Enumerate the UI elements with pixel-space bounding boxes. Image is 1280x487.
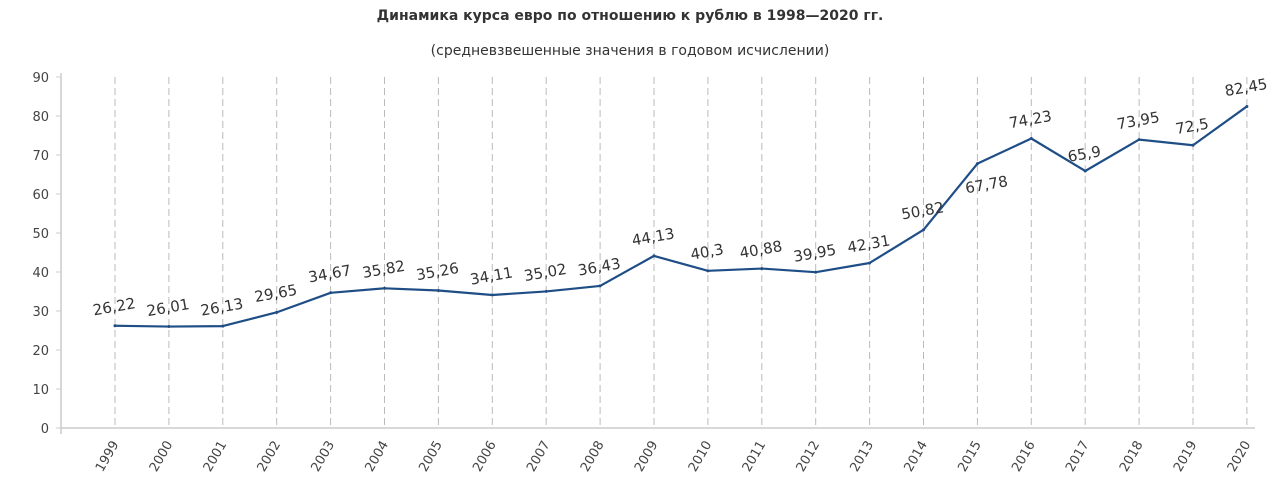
y-tick-label: 70 bbox=[32, 149, 49, 164]
data-point bbox=[1137, 138, 1141, 142]
data-label: 39,95 bbox=[792, 241, 837, 266]
data-point bbox=[652, 254, 656, 258]
data-point bbox=[975, 162, 979, 166]
y-tick-label: 40 bbox=[32, 266, 49, 281]
x-tick-label: 2010 bbox=[686, 439, 716, 475]
series-line bbox=[114, 105, 1248, 328]
x-tick-label: 2001 bbox=[201, 439, 231, 475]
x-tick-label: 2009 bbox=[632, 439, 662, 475]
x-tick-label: 2007 bbox=[524, 439, 554, 475]
data-label: 73,95 bbox=[1116, 108, 1161, 133]
data-point bbox=[922, 228, 925, 232]
y-tick-label: 90 bbox=[32, 71, 49, 86]
y-tick-label: 50 bbox=[32, 227, 49, 242]
data-label: 29,65 bbox=[253, 281, 298, 306]
chart-subtitle: (средневзвешенные значения в годовом исч… bbox=[431, 43, 830, 59]
data-point bbox=[275, 310, 279, 314]
data-label: 67,78 bbox=[964, 172, 1009, 197]
x-tick-label: 2020 bbox=[1225, 439, 1255, 475]
x-tick-label: 2018 bbox=[1117, 439, 1147, 475]
data-label: 82,45 bbox=[1223, 75, 1268, 100]
x-tick-label: 2015 bbox=[955, 439, 985, 475]
data-point bbox=[760, 267, 764, 271]
data-label: 36,43 bbox=[577, 254, 622, 279]
data-point bbox=[221, 324, 225, 328]
data-label: 26,13 bbox=[199, 295, 244, 320]
data-point bbox=[598, 284, 602, 288]
data-point bbox=[706, 269, 710, 273]
data-label: 40,3 bbox=[689, 240, 725, 264]
y-tick-label: 80 bbox=[32, 110, 49, 125]
data-point bbox=[167, 325, 171, 329]
data-point bbox=[868, 261, 872, 265]
data-label: 34,11 bbox=[469, 263, 514, 288]
x-tick-label: 2004 bbox=[362, 439, 392, 475]
y-tick-label: 60 bbox=[32, 188, 49, 203]
y-tick-label: 0 bbox=[41, 422, 49, 437]
data-label: 44,13 bbox=[630, 224, 675, 249]
x-tick-label: 2014 bbox=[901, 439, 931, 475]
x-tick-label: 2011 bbox=[740, 439, 770, 475]
x-tick-label: 2017 bbox=[1063, 439, 1093, 475]
data-label: 40,88 bbox=[738, 237, 783, 262]
x-tick-label: 2002 bbox=[255, 439, 285, 475]
x-tick-label: 2013 bbox=[848, 439, 878, 475]
data-point bbox=[544, 289, 548, 293]
data-label: 26,22 bbox=[91, 294, 136, 319]
data-point bbox=[329, 291, 333, 295]
x-tick-label: 2019 bbox=[1171, 439, 1201, 475]
data-label: 26,01 bbox=[145, 295, 190, 320]
data-label: 34,67 bbox=[307, 261, 352, 286]
data-point bbox=[490, 293, 494, 297]
data-point bbox=[1029, 137, 1033, 141]
data-point bbox=[814, 270, 818, 274]
data-point bbox=[383, 286, 386, 290]
data-point bbox=[1191, 143, 1195, 147]
data-label: 35,02 bbox=[523, 260, 568, 285]
y-tick-label: 30 bbox=[32, 305, 49, 320]
data-label: 35,82 bbox=[361, 257, 406, 282]
data-label: 74,23 bbox=[1008, 107, 1053, 132]
data-point bbox=[113, 324, 117, 328]
y-tick-label: 10 bbox=[32, 383, 49, 398]
x-tick-label: 2016 bbox=[1009, 439, 1039, 475]
x-tick-label: 2012 bbox=[794, 439, 824, 475]
data-label: 72,5 bbox=[1174, 115, 1210, 139]
data-label: 35,26 bbox=[415, 259, 460, 284]
data-point bbox=[1083, 169, 1087, 173]
x-tick-label: 2006 bbox=[470, 439, 500, 475]
x-tick-label: 2000 bbox=[147, 439, 177, 475]
x-tick-label: 2005 bbox=[416, 439, 446, 475]
data-point bbox=[1245, 104, 1249, 108]
chart-title: Динамика курса евро по отношению к рублю… bbox=[377, 8, 884, 24]
data-label: 50,82 bbox=[900, 198, 945, 223]
data-label: 65,9 bbox=[1066, 142, 1102, 166]
x-tick-label: 2003 bbox=[309, 439, 339, 475]
data-point bbox=[436, 288, 440, 292]
x-tick-label: 2008 bbox=[578, 439, 608, 475]
x-tick-label: 1999 bbox=[93, 439, 123, 475]
y-tick-label: 20 bbox=[32, 344, 49, 359]
